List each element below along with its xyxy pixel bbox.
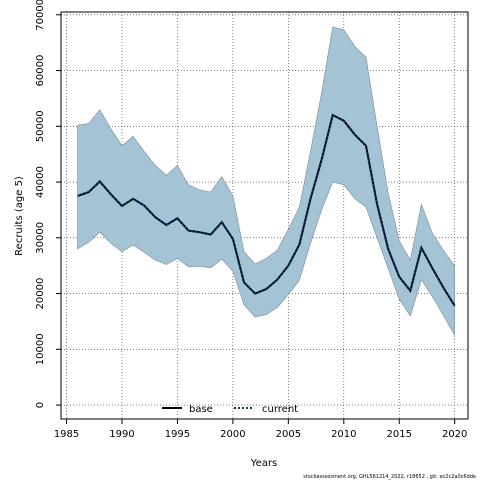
y-axis-title: Recruits (age 5) [14, 176, 25, 256]
series-line-current [77, 113, 456, 307]
y-tick-label: 70000 [35, 0, 46, 31]
y-tick-label: 40000 [35, 166, 46, 198]
plot-frame [60, 11, 469, 420]
x-tick-label: 1985 [54, 429, 79, 440]
x-axis: 1985 1990 1995 2000 2005 2010 2015 2020 [54, 419, 467, 440]
x-tick-label: 2015 [387, 429, 412, 440]
x-tick-label: 2010 [331, 429, 356, 440]
series-lines [77, 113, 456, 307]
x-tick-label: 1995 [165, 429, 190, 440]
footer-credit: stockassessment.org, GHL561214_2022, r18… [303, 474, 476, 480]
x-axis-title: Years [250, 458, 277, 469]
y-tick-label: 0 [35, 402, 46, 408]
x-tick-label: 2005 [276, 429, 301, 440]
y-tick-label: 20000 [35, 278, 46, 310]
y-axis: 0 10000 20000 30000 40000 50000 60000 70000 [35, 0, 61, 408]
y-tick-label: 50000 [35, 110, 46, 142]
x-tick-label: 2020 [442, 429, 467, 440]
x-tick-label: 2000 [220, 429, 245, 440]
legend: base current [162, 404, 298, 415]
y-tick-label: 30000 [35, 222, 46, 254]
y-tick-label: 60000 [35, 55, 46, 87]
legend-base-label: base [189, 404, 213, 415]
legend-current-label: current [262, 404, 298, 415]
x-tick-label: 1990 [109, 429, 134, 440]
y-tick-label: 10000 [35, 333, 46, 365]
confidence-band [77, 26, 455, 337]
